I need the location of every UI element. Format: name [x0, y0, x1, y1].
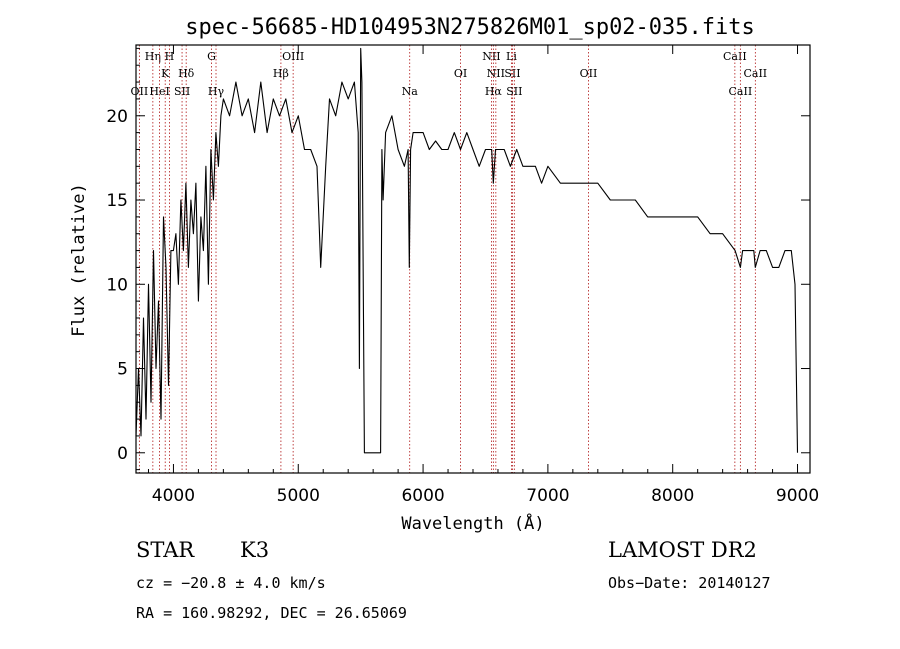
line-marker-label-12: OI [454, 67, 467, 80]
line-marker-label-13: NII [482, 50, 500, 63]
object-class: STAR [136, 538, 195, 562]
x-tick-label-7000: 7000 [526, 486, 569, 506]
radial-velocity: cz = −20.8 ± 4.0 km/s [136, 574, 326, 592]
coordinates: RA = 160.98292, DEC = 26.65069 [136, 604, 407, 622]
line-marker-label-1: Hη [145, 50, 161, 63]
y-tick-label-10: 10 [106, 275, 128, 295]
chart-title: spec-56685-HD104953N275826M01_sp02-035.f… [185, 15, 755, 40]
line-marker-label-10: Hβ [273, 67, 289, 80]
spectral-subclass: K3 [240, 538, 270, 562]
line-marker-label-3: H [165, 50, 175, 63]
line-marker-label-15: NII [487, 67, 505, 80]
y-axis-label: Flux (relative) [69, 183, 89, 337]
x-tick-label-4000: 4000 [152, 486, 195, 506]
y-tick-label-0: 0 [117, 444, 128, 464]
x-tick-label-5000: 5000 [277, 486, 320, 506]
line-marker-label-22: CaII [743, 67, 767, 80]
line-marker-label-17: Hα [485, 85, 503, 98]
plot-frame [135, 44, 811, 474]
line-marker-label-0: OII [131, 85, 149, 98]
x-axis-label: Wavelength (Å) [401, 512, 544, 534]
spectrum-series [135, 47, 799, 454]
line-marker-label-14: Li [506, 50, 517, 63]
survey-name: LAMOST DR2 [608, 538, 757, 562]
line-marker-label-21: CaII [729, 85, 753, 98]
x-tick-label-8000: 8000 [651, 486, 694, 506]
axis-ticks: 4000 5000 6000 7000 8000 9000 0 5 10 15 20 [106, 45, 819, 506]
observation-date: Obs−Date: 20140127 [608, 574, 771, 592]
x-tick-label-9000: 9000 [776, 486, 819, 506]
spectrum-line-0 [135, 47, 799, 454]
line-marker-label-16: SII [504, 67, 520, 80]
line-marker-label-7: G [207, 50, 216, 63]
line-marker-label-18: SII [506, 85, 522, 98]
y-tick-label-20: 20 [106, 107, 128, 127]
line-marker-label-9: OIII [282, 50, 304, 63]
line-marker-label-6: Hδ [178, 67, 195, 80]
line-marker-label-2: HeI [149, 85, 169, 98]
x-tick-label-6000: 6000 [401, 486, 444, 506]
line-marker-label-4: K [161, 67, 170, 80]
y-tick-label-5: 5 [117, 360, 128, 380]
line-marker-label-19: OII [580, 67, 598, 80]
line-marker-label-8: Hγ [208, 85, 225, 98]
line-marker-label-20: CaII [723, 50, 747, 63]
line-marker-label-11: Na [402, 85, 419, 98]
y-tick-label-15: 15 [106, 191, 128, 211]
line-marker-label-5: SII [174, 85, 190, 98]
